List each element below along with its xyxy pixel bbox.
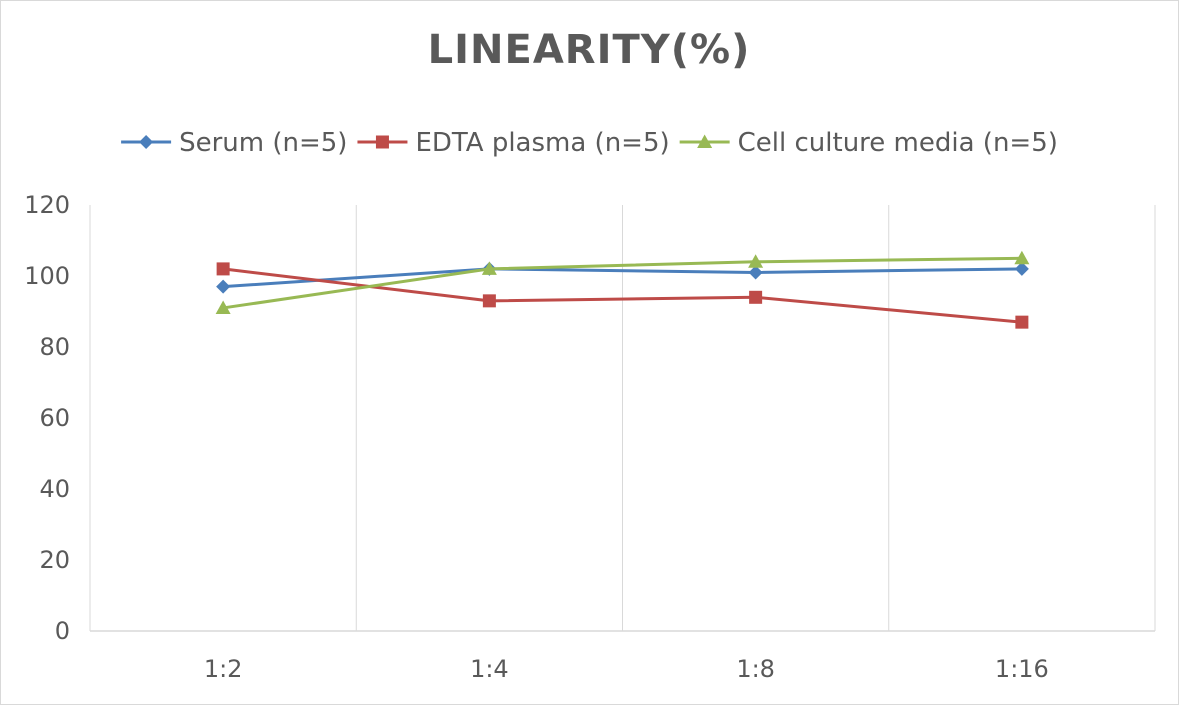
x-tick-label: 1:2 bbox=[204, 655, 243, 683]
y-tick-label: 100 bbox=[24, 262, 70, 290]
legend-marker bbox=[375, 135, 389, 149]
legend-label: EDTA plasma (n=5) bbox=[415, 128, 669, 158]
series-group bbox=[215, 250, 1030, 329]
legend: Serum (n=5) EDTA plasma (n=5) Cell culture… bbox=[121, 128, 1058, 158]
data-point bbox=[482, 294, 496, 308]
y-tick-label: 40 bbox=[39, 475, 70, 503]
y-tick-label: 120 bbox=[24, 191, 70, 219]
data-point bbox=[216, 279, 231, 294]
data-point bbox=[216, 262, 230, 276]
x-axis: 1:2 1:4 1:8 1:16 bbox=[204, 655, 1049, 683]
data-point bbox=[481, 261, 497, 275]
data-point bbox=[1014, 250, 1030, 265]
series-2 bbox=[216, 262, 1029, 329]
data-point bbox=[749, 290, 763, 304]
chart-title: LINEARITY(%) bbox=[428, 27, 751, 73]
grid bbox=[89, 205, 1156, 632]
y-tick-label: 80 bbox=[39, 333, 70, 361]
series-3 bbox=[215, 250, 1030, 314]
legend-marker bbox=[139, 135, 154, 149]
data-point bbox=[1014, 261, 1029, 276]
legend-label: Cell culture media (n=5) bbox=[738, 128, 1058, 158]
y-tick-label: 0 bbox=[55, 617, 70, 645]
data-point bbox=[748, 265, 763, 280]
y-tick-label: 60 bbox=[39, 404, 70, 432]
series-line bbox=[223, 267, 1022, 289]
data-point bbox=[748, 254, 764, 268]
x-tick-label: 1:4 bbox=[470, 655, 509, 683]
series-line bbox=[222, 267, 1023, 324]
series-line bbox=[222, 256, 1022, 310]
x-tick-label: 1:16 bbox=[995, 655, 1049, 683]
legend-label: Serum (n=5) bbox=[179, 128, 347, 158]
y-tick-label: 20 bbox=[39, 546, 70, 574]
series-1 bbox=[216, 261, 1029, 294]
y-axis: 0 20 40 60 80 100 120 bbox=[24, 191, 70, 645]
data-point bbox=[1015, 315, 1029, 329]
legend-marker bbox=[697, 134, 713, 148]
x-tick-label: 1:8 bbox=[736, 655, 775, 683]
data-point bbox=[215, 300, 231, 314]
